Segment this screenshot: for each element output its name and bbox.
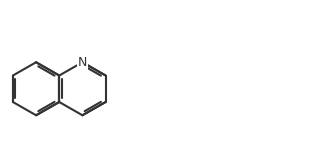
Text: N: N (78, 56, 87, 69)
